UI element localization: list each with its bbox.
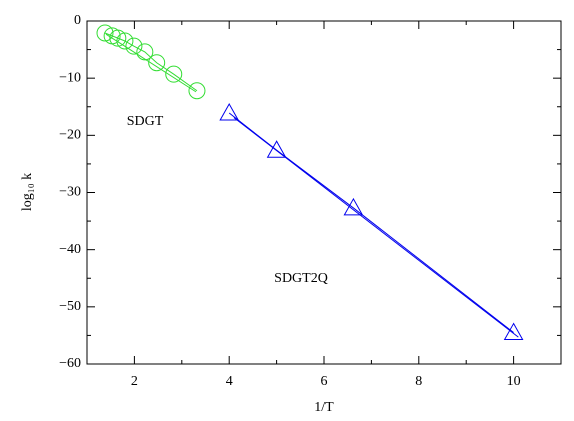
x-tick-label: 8: [415, 374, 422, 389]
point: [148, 54, 166, 72]
point: [96, 24, 114, 42]
y-tick-label: −60: [59, 356, 81, 371]
point: [503, 322, 524, 341]
series-line: [104, 32, 198, 92]
point: [125, 37, 143, 55]
y-tick-label: −20: [59, 128, 81, 143]
y-tick-label: −40: [59, 242, 81, 257]
series-line: [228, 112, 514, 333]
series-line: [105, 33, 197, 93]
point: [165, 65, 183, 83]
point: [109, 29, 127, 47]
y-tick-label: −50: [59, 299, 81, 314]
point: [219, 103, 240, 121]
y-tick-label: 0: [74, 13, 81, 28]
y-axis-label: log₁₀ k: [20, 173, 35, 211]
plot-frame: [86, 20, 562, 365]
point: [266, 140, 287, 158]
series-label: SDGT2Q: [274, 271, 328, 286]
x-tick-label: 6: [321, 374, 328, 389]
x-axis-label: 1/T: [314, 400, 334, 415]
point: [136, 43, 154, 61]
series-line: [233, 117, 519, 338]
point: [188, 82, 206, 100]
y-tick-label: −30: [59, 185, 81, 200]
y-tick-label: −10: [59, 70, 81, 85]
x-tick-label: 10: [507, 374, 521, 389]
series-label: SDGT: [127, 114, 164, 129]
x-tick-label: 4: [226, 374, 233, 389]
x-tick-label: 2: [131, 374, 138, 389]
